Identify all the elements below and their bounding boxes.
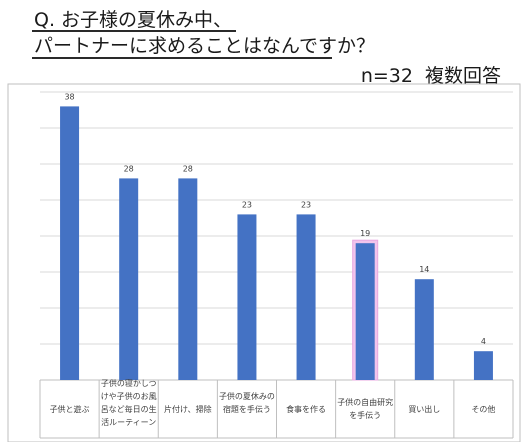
category-label: 買い出し xyxy=(408,404,441,414)
bar xyxy=(296,214,316,380)
bar xyxy=(178,178,198,380)
question-line-1: Q. お子様の夏休み中、 xyxy=(34,9,233,31)
data-label: 4 xyxy=(481,337,486,346)
category-label: 片付け、掃除 xyxy=(164,404,212,414)
bar xyxy=(355,243,375,380)
bar xyxy=(473,351,493,380)
answer-type: 複数回答 xyxy=(424,65,501,87)
category-label: 子供の夏休みの宿題を手伝う xyxy=(218,391,275,414)
data-label: 23 xyxy=(242,200,252,209)
category-label: 食事を作る xyxy=(286,404,327,414)
bar xyxy=(414,279,434,380)
category-label: 子供の自由研究を手伝う xyxy=(337,398,394,420)
chart-frame xyxy=(7,83,521,442)
data-label: 28 xyxy=(124,164,134,173)
data-label: 28 xyxy=(183,164,193,173)
category-label: 子供と遊ぶ xyxy=(49,404,90,414)
bar xyxy=(119,178,139,380)
category-label: 子供の寝かしつけや子供のお風呂など毎日の生活ルーティーン xyxy=(100,378,157,427)
data-label: 23 xyxy=(301,200,311,209)
data-label: 38 xyxy=(64,92,74,101)
data-label: 14 xyxy=(419,265,429,274)
data-label: 19 xyxy=(360,229,370,238)
bar xyxy=(60,106,80,381)
bar xyxy=(237,214,257,380)
sample-size: n=32 xyxy=(360,65,413,87)
question-underline-1 xyxy=(32,30,236,32)
sample-meta: n=32 複数回答 xyxy=(361,64,501,88)
category-label: その他 xyxy=(471,404,496,414)
question-line-2: パートナーに求めることはなんですか？ xyxy=(34,35,376,57)
question-underline-2 xyxy=(32,57,332,59)
